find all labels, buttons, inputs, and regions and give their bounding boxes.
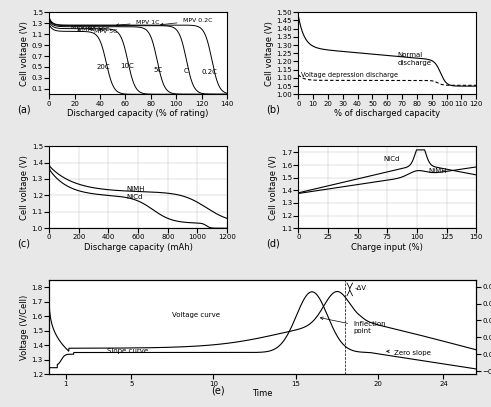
Text: NiCd: NiCd (383, 156, 400, 162)
X-axis label: Time: Time (252, 389, 273, 398)
Y-axis label: Voltage (V/Cell): Voltage (V/Cell) (20, 295, 29, 360)
Y-axis label: Cell voltage (V): Cell voltage (V) (265, 21, 273, 86)
Text: Zero slope: Zero slope (387, 350, 431, 356)
Text: NiMH: NiMH (429, 168, 447, 174)
Text: MPV 20C: MPV 20C (71, 25, 98, 31)
Text: MPV 0.2C: MPV 0.2C (161, 18, 212, 26)
Text: Normal
discharge: Normal discharge (398, 52, 432, 66)
Text: MPV 5C: MPV 5C (94, 28, 117, 34)
Y-axis label: Cell voltage (V): Cell voltage (V) (20, 21, 29, 86)
Text: -ΔV: -ΔV (355, 285, 367, 291)
Text: Inflection
point: Inflection point (321, 317, 385, 335)
Text: 20C: 20C (97, 64, 110, 70)
X-axis label: % of discharged capacity: % of discharged capacity (334, 109, 440, 118)
Text: 10C: 10C (120, 63, 134, 69)
Text: C: C (184, 68, 189, 74)
Text: NiCd: NiCd (126, 194, 142, 200)
Text: 5C: 5C (154, 67, 163, 73)
Text: (d): (d) (266, 239, 280, 248)
Text: Voltage curve: Voltage curve (172, 312, 220, 318)
Y-axis label: Cell voltage (V): Cell voltage (V) (20, 155, 29, 220)
Text: (a): (a) (17, 105, 30, 114)
Y-axis label: Cell voltage (V): Cell voltage (V) (269, 155, 278, 220)
Text: MPV 1C: MPV 1C (116, 20, 159, 26)
X-axis label: Discharge capacity (mAh): Discharge capacity (mAh) (83, 243, 192, 252)
Text: Voltage depression discharge: Voltage depression discharge (301, 72, 398, 78)
X-axis label: Charge input (%): Charge input (%) (352, 243, 423, 252)
Text: NiMH: NiMH (126, 186, 145, 192)
Text: MPV 10C: MPV 10C (82, 27, 109, 33)
Text: (c): (c) (17, 239, 30, 248)
Text: (b): (b) (266, 105, 280, 114)
Text: Slope curve: Slope curve (107, 348, 148, 354)
Text: 0.2C: 0.2C (201, 69, 217, 75)
Text: (e): (e) (212, 385, 225, 395)
X-axis label: Discharged capacity (% of rating): Discharged capacity (% of rating) (67, 109, 209, 118)
